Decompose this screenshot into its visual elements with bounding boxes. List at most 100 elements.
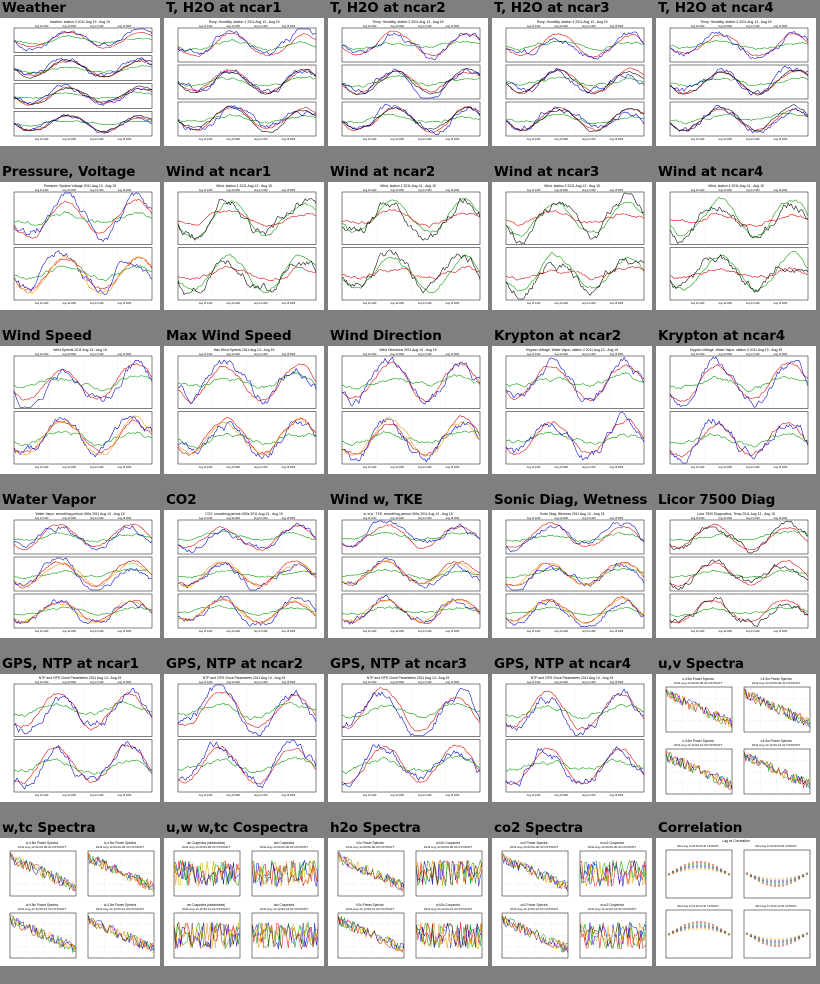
thumbnail-title: Sonic Diag, Wetness (494, 492, 648, 508)
corr-point (777, 944, 781, 947)
plot-thumbnail-link-correlation[interactable]: Lag vs Correlation 2011 Aug 14 00:00-00:3… (656, 838, 816, 966)
plot-thumbnail-link-u-v-spectra[interactable]: u,4.5m Power Spectra 2011 Aug 14 00:00-00… (656, 674, 816, 802)
time-tick-label: Aug 14 0000 (554, 517, 568, 520)
corr-point (753, 937, 757, 940)
plot-thumbnail-link-wind-at-ncar1[interactable]: Wind, station 1 2011 Aug 13 - Aug 15 Aug … (164, 182, 324, 310)
thumbnail-title: Wind w, TKE (330, 492, 423, 508)
spectra-line (337, 914, 405, 950)
time-tick-label: Aug 15 0000 (774, 25, 788, 28)
time-tick-label: Aug 14 1200 (254, 630, 268, 633)
spectra-line (251, 860, 319, 886)
data-series-line (177, 691, 317, 728)
plot-thumbnail-link-sonic-diag-wetness[interactable]: Sonic Diag, Wetness 2011 Aug 13 - Aug 15… (492, 510, 652, 638)
thumbnail-cell-gps-ntp-at-ncar4: GPS, NTP at ncar4 NTP and GPS Clock Param… (492, 656, 654, 818)
time-tick-label: Aug 14 0000 (62, 681, 76, 684)
data-series-line (13, 606, 153, 616)
spectra-subtitle: 2011 Aug 14 12:00-12:30 CST6CDT (424, 907, 472, 911)
data-series-line (13, 523, 153, 551)
spectra-title: uw Cospectra (streamwise) (187, 841, 226, 845)
plot-thumbnail-link-gps-ntp-at-ncar4[interactable]: NTP and GPS Clock Parameters 2011 Aug 13… (492, 674, 652, 802)
plot-title: Krypton Voltage, Water Vapor, station 2 … (526, 348, 618, 352)
plot-thumbnail-link-wind-at-ncar3[interactable]: Wind, station 3 2011 Aug 13 - Aug 15 Aug … (492, 182, 652, 310)
plot-thumbnail-image: uw Cospectra (streamwise) 2011 Aug 14 00:… (173, 841, 319, 959)
plot-thumbnail-link-u-w-w-tc-cospectra[interactable]: uw Cospectra (streamwise) 2011 Aug 14 00:… (164, 838, 324, 966)
corr-point (801, 873, 805, 877)
plot-thumbnail-link-weather[interactable]: weather, station 0 2011 Aug 13 - Aug 15 A… (0, 18, 160, 146)
data-series-line (505, 210, 645, 227)
thumbnail-title: u,w w,tc Cospectra (166, 820, 309, 836)
time-tick-label: Aug 15 0000 (610, 302, 624, 305)
time-tick-label: Aug 13 1200 (363, 466, 377, 469)
corr-point (695, 865, 699, 868)
plot-thumbnail-link-co2[interactable]: CO2, smoothing period=300s 2011 Aug 13 -… (164, 510, 324, 638)
corr-point (781, 884, 785, 887)
thumbnail-cell-wind-at-ncar4: Wind at ncar4 Wind, station 4 2011 Aug 13… (656, 164, 818, 326)
plot-thumbnail-link-wind-at-ncar4[interactable]: Wind, station 4 2011 Aug 13 - Aug 15 Aug … (656, 182, 816, 310)
plot-thumbnail-link-wind-speed[interactable]: Wind Speeds 2011 Aug 13 - Aug 15 Aug 13 1… (0, 346, 160, 474)
plot-thumbnail-link-co2-spectra[interactable]: co2 Power Spectra 2011 Aug 14 00:00-00:30… (492, 838, 652, 966)
time-tick-label: Aug 14 1200 (418, 794, 432, 797)
plot-thumbnail-link-krypton-at-ncar4[interactable]: Krypton Voltage, Water Vapor, station 4 … (656, 346, 816, 474)
time-tick-label: Aug 14 1200 (582, 681, 596, 684)
data-series-line (669, 77, 809, 87)
time-tick-label: Aug 13 1200 (199, 681, 213, 684)
plot-thumbnail-image: NTP and GPS Clock Parameters 2011 Aug 13… (177, 676, 317, 797)
time-tick-label: Aug 14 0000 (390, 25, 404, 28)
plot-thumbnail-link-pressure-voltage[interactable]: Pressure, System Voltage 2011 Aug 13 - A… (0, 182, 160, 310)
corr-point (761, 880, 765, 883)
plot-thumbnail-link-licor-7500-diag[interactable]: Licor 7500 Diagnostics, Temp 2011 Aug 13… (656, 510, 816, 638)
plot-thumbnail-link-h2o-spectra[interactable]: h2o Power Spectra 2011 Aug 14 00:00-00:30… (328, 838, 488, 966)
time-tick-label: Aug 13 1200 (363, 517, 377, 520)
plot-thumbnail-link-t-h2o-at-ncar1[interactable]: Temp, Humidity, station 1 2011 Aug 13 - … (164, 18, 324, 146)
plot-thumbnail-link-wind-at-ncar2[interactable]: Wind, station 2 2011 Aug 13 - Aug 15 Aug … (328, 182, 488, 310)
plot-title: NTP and GPS Clock Parameters 2011 Aug 13… (531, 676, 614, 680)
plot-title: Licor 7500 Diagnostics, Temp 2011 Aug 13… (697, 512, 775, 516)
time-tick-label: Aug 14 0000 (718, 25, 732, 28)
corr-point (679, 927, 683, 930)
plot-thumbnail-link-t-h2o-at-ncar2[interactable]: Temp, Humidity, station 2 2011 Aug 13 - … (328, 18, 488, 146)
thumbnail-cell-t-h2o-at-ncar1: T, H2O at ncar1 Temp, Humidity, station 1… (164, 0, 326, 162)
corr-point (683, 927, 687, 930)
plot-thumbnail-link-gps-ntp-at-ncar3[interactable]: NTP and GPS Clock Parameters 2011 Aug 13… (328, 674, 488, 802)
plot-title: CO2, smoothing period=300s 2011 Aug 13 -… (205, 512, 283, 516)
plot-thumbnail-link-wind-direction[interactable]: Wind Directions 2011 Aug 13 - Aug 15 Aug … (328, 346, 488, 474)
time-tick-label: Aug 14 1200 (254, 189, 268, 192)
corr-point (675, 928, 679, 931)
time-tick-label: Aug 15 0000 (774, 630, 788, 633)
plot-thumbnail-link-w-tc-spectra[interactable]: w,4.5m Power Spectra 2011 Aug 14 00:00-00… (0, 838, 160, 966)
time-tick-label: Aug 14 0000 (226, 466, 240, 469)
plot-thumbnail-link-gps-ntp-at-ncar1[interactable]: NTP and GPS Clock Parameters 2011 Aug 13… (0, 674, 160, 802)
spectra-line (251, 922, 319, 950)
corr-point (683, 925, 687, 928)
plot-thumbnail-link-gps-ntp-at-ncar2[interactable]: NTP and GPS Clock Parameters 2011 Aug 13… (164, 674, 324, 802)
time-tick-label: Aug 14 1200 (582, 517, 596, 520)
thumbnail-title: Wind Speed (2, 328, 92, 344)
data-series-line (13, 359, 153, 408)
plot-thumbnail-link-wind-w-tke[interactable]: w, w'w', TKE, smoothing period=300s 2011… (328, 510, 488, 638)
time-tick-label: Aug 13 1200 (527, 25, 541, 28)
corr-point (761, 940, 765, 943)
spectra-line (743, 688, 811, 727)
time-tick-label: Aug 13 1200 (199, 189, 213, 192)
corr-point (793, 877, 797, 880)
data-series-line (505, 522, 645, 553)
corr-point (699, 927, 703, 930)
data-series-line (341, 249, 481, 294)
corr-point (695, 863, 699, 866)
plot-thumbnail-link-krypton-at-ncar2[interactable]: Krypton Voltage, Water Vapor, station 2 … (492, 346, 652, 474)
data-series-line (505, 41, 645, 52)
time-tick-label: Aug 15 0000 (610, 517, 624, 520)
plot-thumbnail-link-t-h2o-at-ncar4[interactable]: Temp, Humidity, station 4 2011 Aug 13 - … (656, 18, 816, 146)
plot-thumbnail-link-water-vapor[interactable]: Water Vapor, smoothing period=300s 2011 … (0, 510, 160, 638)
time-tick-label: Aug 13 1200 (35, 681, 49, 684)
time-tick-label: Aug 14 0000 (226, 630, 240, 633)
data-series-line (669, 266, 809, 280)
thumbnail-title: u,v Spectra (658, 656, 744, 672)
time-tick-label: Aug 13 1200 (691, 302, 705, 305)
plot-thumbnail-link-t-h2o-at-ncar3[interactable]: Temp, Humidity, station 3 2011 Aug 13 - … (492, 18, 652, 146)
spectra-subtitle: 2011 Aug 14 00:00-00:30 CST6CDT (260, 845, 308, 849)
plot-thumbnail-image: Krypton Voltage, Water Vapor, station 2 … (505, 348, 645, 469)
time-tick-label: Aug 15 0000 (282, 794, 296, 797)
spectra-title: wtc Cospectra (274, 841, 294, 845)
plot-thumbnail-link-max-wind-speed[interactable]: Max Wind Speeds 2011 Aug 13 - Aug 15 Aug … (164, 346, 324, 474)
